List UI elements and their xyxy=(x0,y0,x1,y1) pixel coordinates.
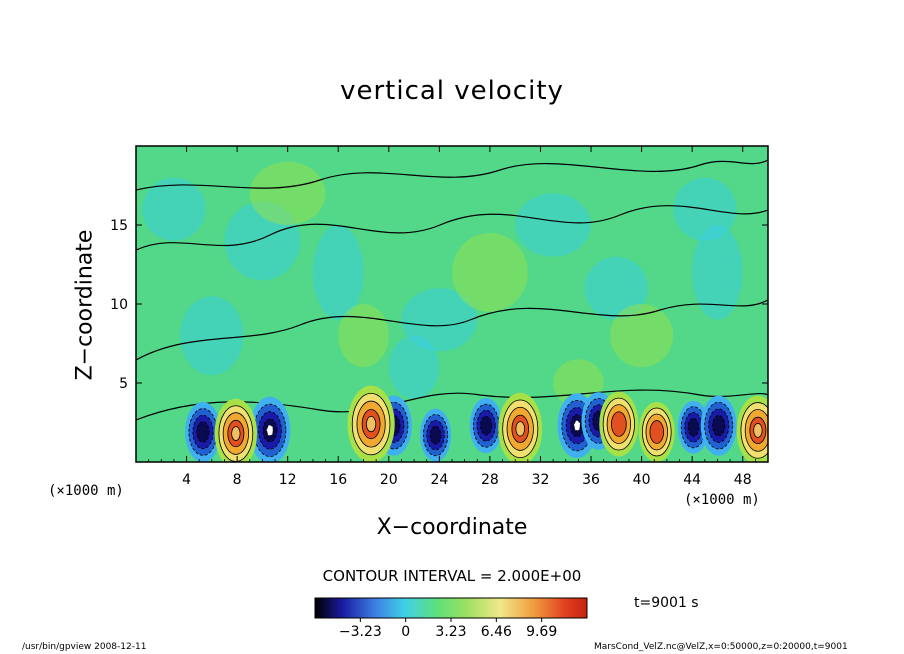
chart-title: vertical velocity xyxy=(340,76,564,106)
weak-updraft-patch xyxy=(610,304,674,368)
contour-line xyxy=(136,299,768,361)
downdraft-cell xyxy=(184,401,221,462)
y-axis: 5 10 15 xyxy=(110,218,768,392)
x-tick-label: 24 xyxy=(430,472,448,488)
updraft-cell xyxy=(214,398,258,462)
x-tick-label: 12 xyxy=(279,472,297,488)
contour-line xyxy=(136,159,768,191)
y-tick-label: 5 xyxy=(119,376,128,392)
x-tick-label: 48 xyxy=(734,472,752,488)
colorbar-tick-label: 6.46 xyxy=(481,624,512,640)
y-axis-label: Z−coordinate xyxy=(72,229,98,381)
weak-downdraft-patch xyxy=(142,177,206,241)
time-label: t=9001 s xyxy=(634,595,699,611)
updraft-cell xyxy=(599,391,639,457)
weak-downdraft-patch xyxy=(180,296,244,376)
x-tick-label: 36 xyxy=(582,472,600,488)
colorbar-tick-label: 9.69 xyxy=(526,624,557,640)
x-tick-label: 20 xyxy=(380,472,398,488)
velocity-field xyxy=(136,146,768,462)
weak-updraft-patch xyxy=(249,161,326,225)
colorbar xyxy=(314,597,588,619)
weak-downdraft-patch xyxy=(515,193,592,257)
weak-downdraft-patch xyxy=(401,288,478,352)
contour-line xyxy=(136,205,768,251)
footer-program: /usr/bin/gpview 2008-12-11 xyxy=(22,642,147,652)
updraft-cell xyxy=(638,401,675,462)
footer-source: MarsCond_VelZ.nc@VelZ,x=0:50000,z=0:2000… xyxy=(594,642,848,652)
x-tick-label: 8 xyxy=(233,472,242,488)
y-tick-label: 10 xyxy=(110,297,128,313)
x-tick-label: 4 xyxy=(182,472,191,488)
updraft-cell xyxy=(736,395,768,462)
x-axis: 4 8 12 16 20 24 28 32 36 40 44 48 xyxy=(148,146,756,488)
x-tick-label: 32 xyxy=(532,472,550,488)
weak-downdraft-patch xyxy=(388,335,440,399)
x-unit-label-right: (×1000 m) xyxy=(684,492,760,508)
downdraft-cell xyxy=(469,398,503,454)
downdraft-cell xyxy=(700,395,737,456)
weak-downdraft-patch xyxy=(692,225,743,320)
updraft-cell xyxy=(347,385,395,462)
colorbar-tick-label: 3.23 xyxy=(435,624,466,640)
x-unit-label-left: (×1000 m) xyxy=(48,483,124,499)
weak-downdraft-patch xyxy=(312,225,364,320)
colorbar-tick-label: 0 xyxy=(401,624,410,640)
weak-downdraft-patch xyxy=(584,256,648,320)
updraft-cell xyxy=(498,392,543,462)
x-axis-label: X−coordinate xyxy=(376,515,528,540)
downdraft-cell xyxy=(249,396,291,462)
x-tick-label: 28 xyxy=(481,472,499,488)
colorbar-ticks: −3.23 0 3.23 6.46 9.69 xyxy=(339,618,557,640)
x-tick-label: 44 xyxy=(683,472,701,488)
x-tick-label: 40 xyxy=(633,472,651,488)
colorbar-tick-label: −3.23 xyxy=(339,624,382,640)
weak-updraft-patch xyxy=(452,232,528,312)
contour-interval-label: CONTOUR INTERVAL = 2.000E+00 xyxy=(322,567,582,585)
weak-updraft-patch xyxy=(338,304,389,368)
downdraft-cell xyxy=(419,408,452,462)
contour-line xyxy=(136,389,768,421)
y-tick-label: 15 xyxy=(110,218,128,234)
x-tick-label: 16 xyxy=(329,472,347,488)
